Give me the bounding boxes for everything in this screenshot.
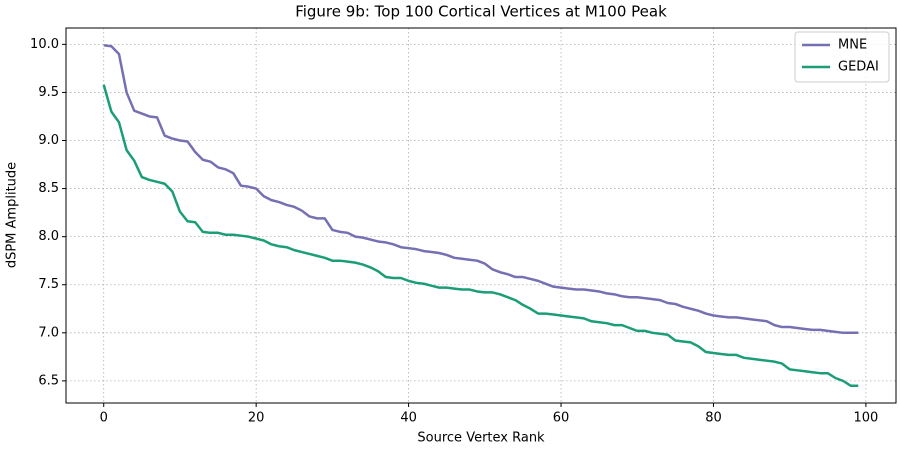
y-axis-label: dSPM Amplitude — [5, 162, 20, 268]
chart-title: Figure 9b: Top 100 Cortical Vertices at … — [295, 3, 667, 21]
y-tick-label: 9.5 — [38, 85, 59, 100]
series-line — [102, 84, 859, 387]
y-tick-label: 8.5 — [38, 181, 59, 196]
x-tick-label: 0 — [100, 411, 108, 426]
x-tick-label: 100 — [853, 411, 878, 426]
x-tick-label: 20 — [248, 411, 265, 426]
x-axis-label: Source Vertex Rank — [417, 431, 545, 446]
x-tick-label: 40 — [400, 411, 417, 426]
legend-label: MNE — [838, 38, 867, 53]
y-tick-label: 9.0 — [38, 133, 59, 148]
y-tick-label: 7.0 — [38, 325, 59, 340]
y-tick-label: 7.5 — [38, 277, 59, 292]
y-tick-label: 10.0 — [30, 37, 59, 52]
series-line — [103, 44, 859, 335]
x-tick-label: 80 — [705, 411, 722, 426]
legend-label: GEDAI — [838, 60, 879, 75]
x-tick-label: 60 — [553, 411, 570, 426]
plot-frame — [65, 27, 897, 404]
y-tick-label: 8.0 — [38, 229, 59, 244]
y-tick-label: 6.5 — [38, 373, 59, 388]
